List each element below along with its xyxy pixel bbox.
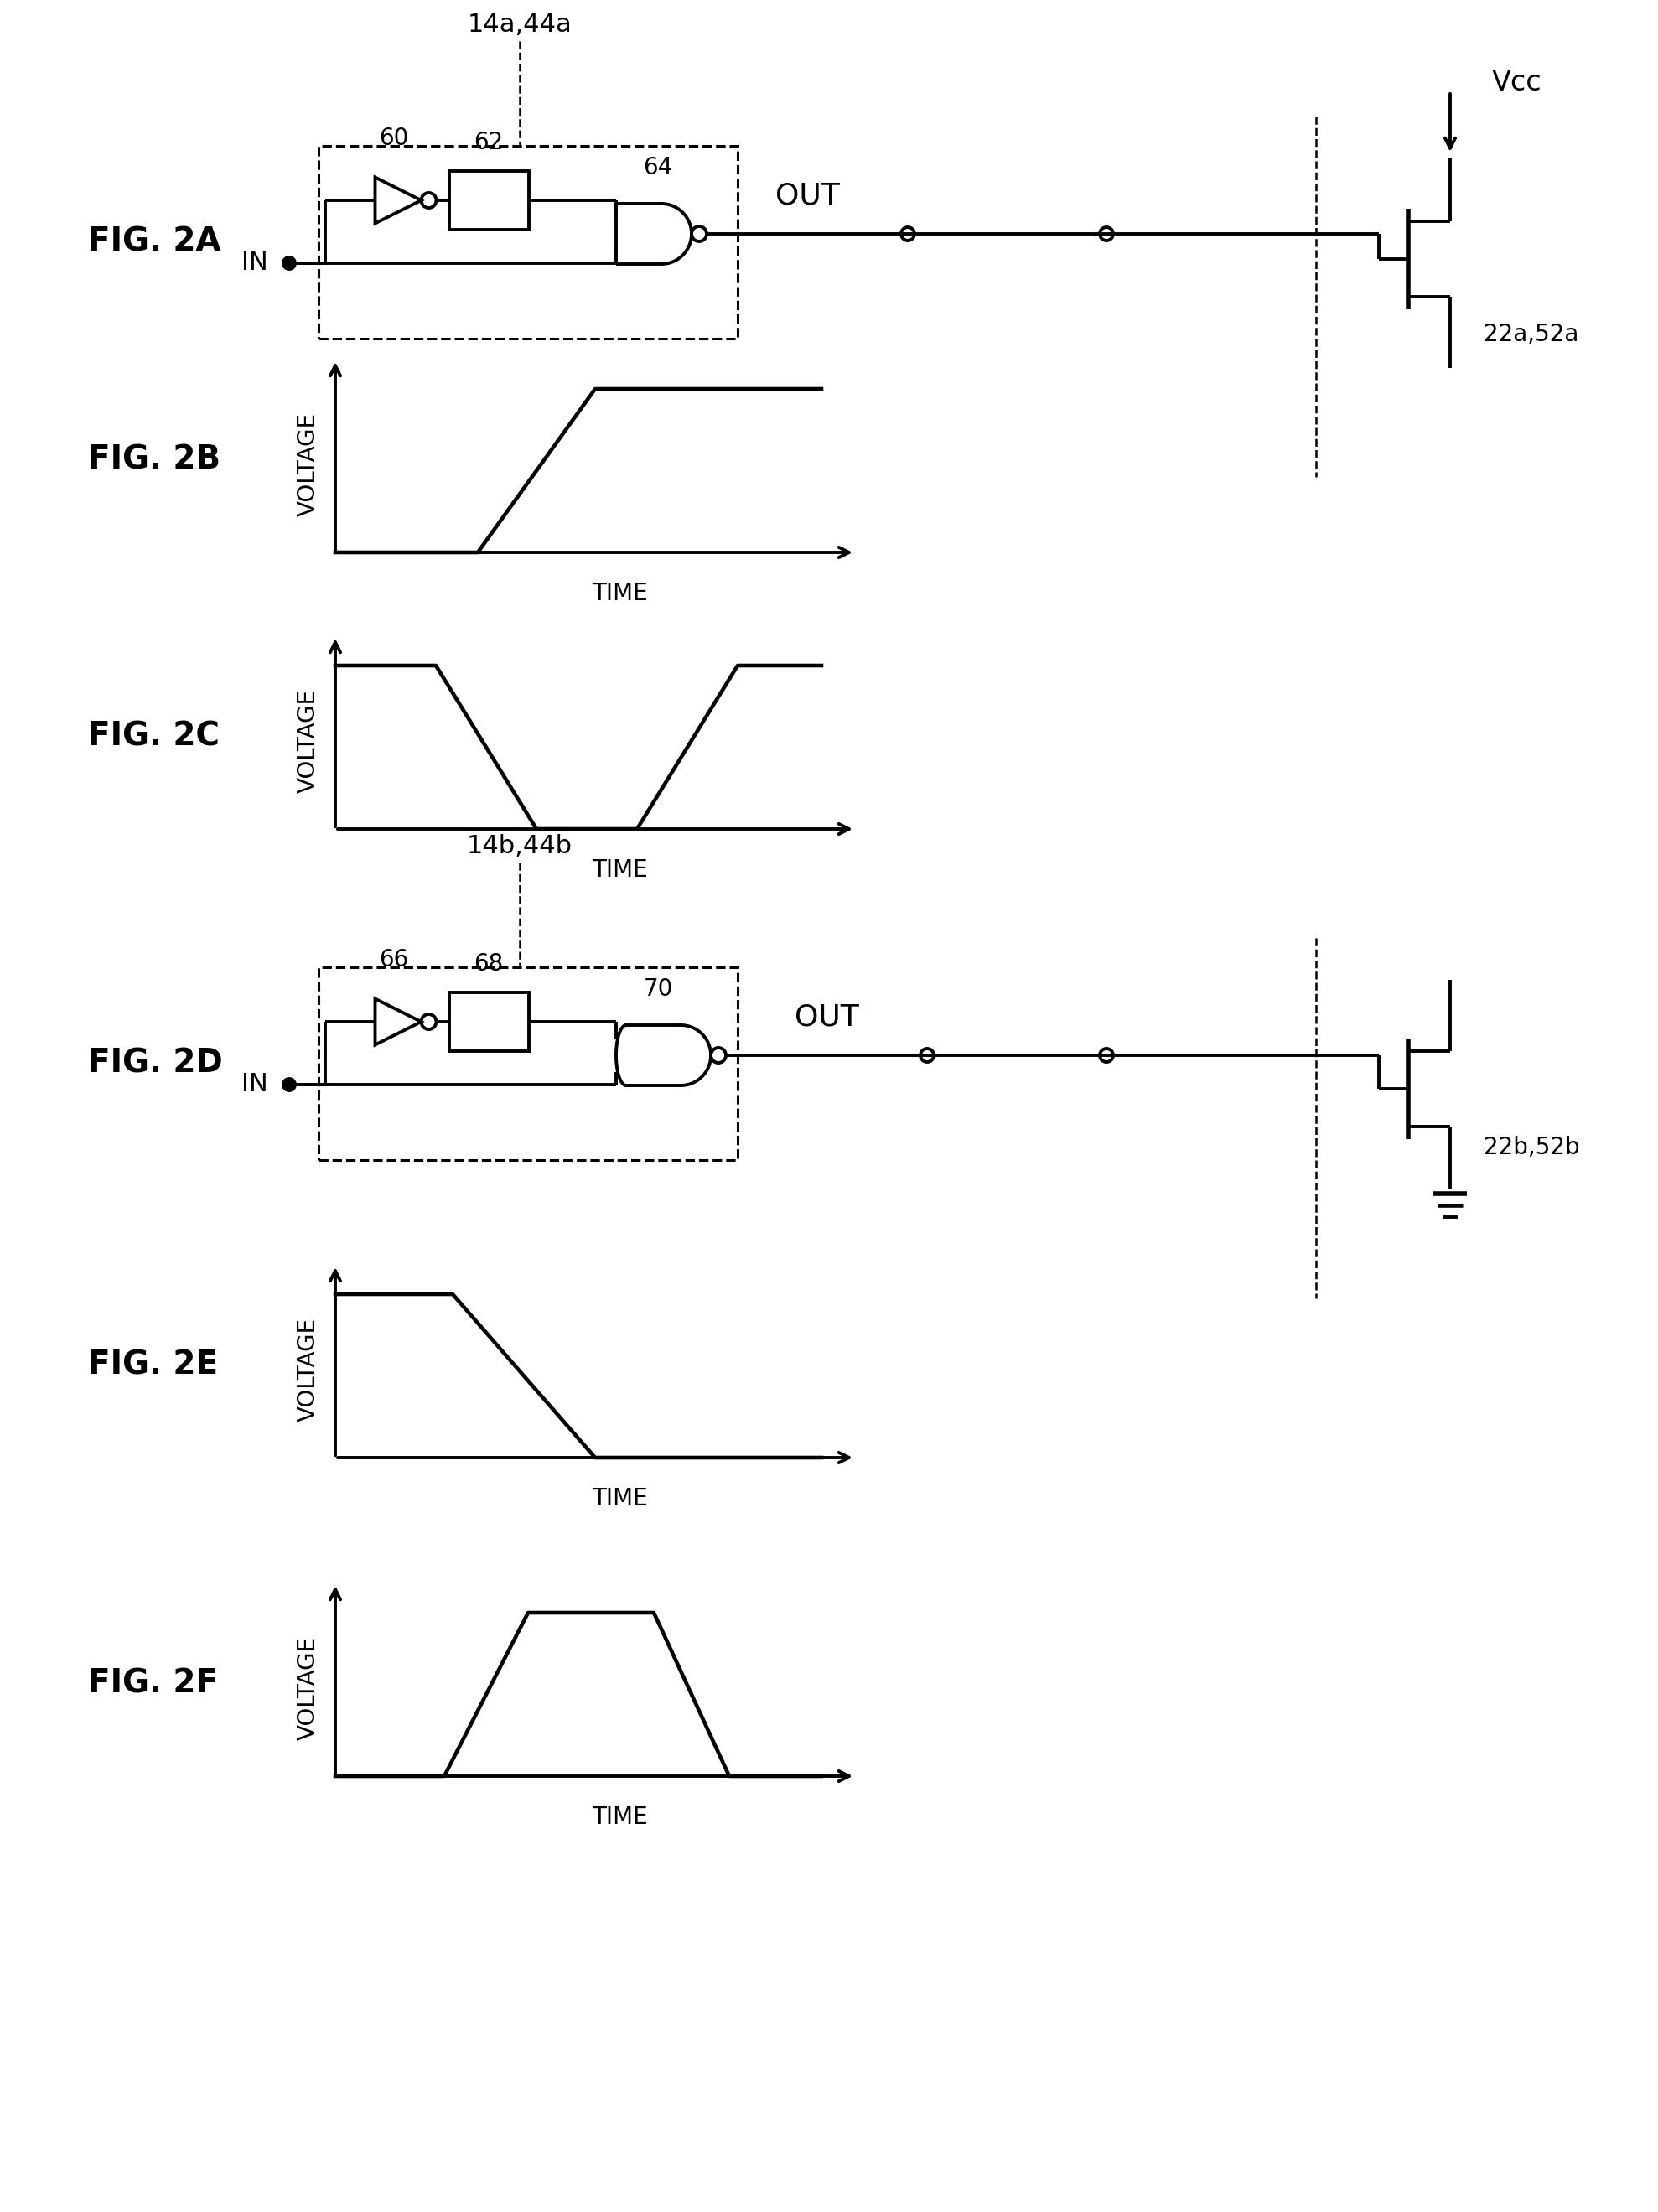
Text: TIME: TIME — [592, 1805, 648, 1829]
Text: TIME: TIME — [592, 582, 648, 606]
Text: 66: 66 — [380, 949, 410, 971]
Text: FIG. 2F: FIG. 2F — [88, 1668, 219, 1699]
Text: TIME: TIME — [592, 1486, 648, 1511]
Text: 22b,52b: 22b,52b — [1484, 1135, 1580, 1159]
Text: FIG. 2D: FIG. 2D — [88, 1048, 222, 1079]
Text: OUT: OUT — [774, 181, 839, 210]
Circle shape — [284, 1079, 295, 1091]
Text: FIG. 2C: FIG. 2C — [88, 721, 219, 752]
Text: IN: IN — [242, 250, 269, 274]
Text: 68: 68 — [474, 951, 504, 975]
Circle shape — [284, 257, 295, 270]
Bar — [449, 170, 529, 230]
Text: 22a,52a: 22a,52a — [1484, 323, 1578, 345]
Text: 62: 62 — [474, 131, 504, 155]
Text: FIG. 2B: FIG. 2B — [88, 445, 221, 476]
Bar — [449, 993, 529, 1051]
Text: Vcc: Vcc — [1492, 69, 1542, 97]
Text: OUT: OUT — [794, 1004, 859, 1031]
Bar — [318, 146, 738, 338]
Text: VOLTAGE: VOLTAGE — [297, 688, 320, 792]
Text: FIG. 2A: FIG. 2A — [88, 226, 221, 259]
Text: 14a,44a: 14a,44a — [468, 11, 572, 35]
Text: VOLTAGE: VOLTAGE — [297, 1318, 320, 1422]
Bar — [318, 967, 738, 1159]
Text: 64: 64 — [643, 155, 673, 179]
Text: 60: 60 — [380, 126, 410, 150]
Text: VOLTAGE: VOLTAGE — [297, 1637, 320, 1741]
Text: IN: IN — [242, 1073, 269, 1097]
Text: FIG. 2E: FIG. 2E — [88, 1349, 219, 1380]
Text: 70: 70 — [643, 978, 673, 1000]
Text: VOLTAGE: VOLTAGE — [297, 411, 320, 515]
Text: 14b,44b: 14b,44b — [468, 834, 572, 858]
Text: TIME: TIME — [592, 858, 648, 883]
